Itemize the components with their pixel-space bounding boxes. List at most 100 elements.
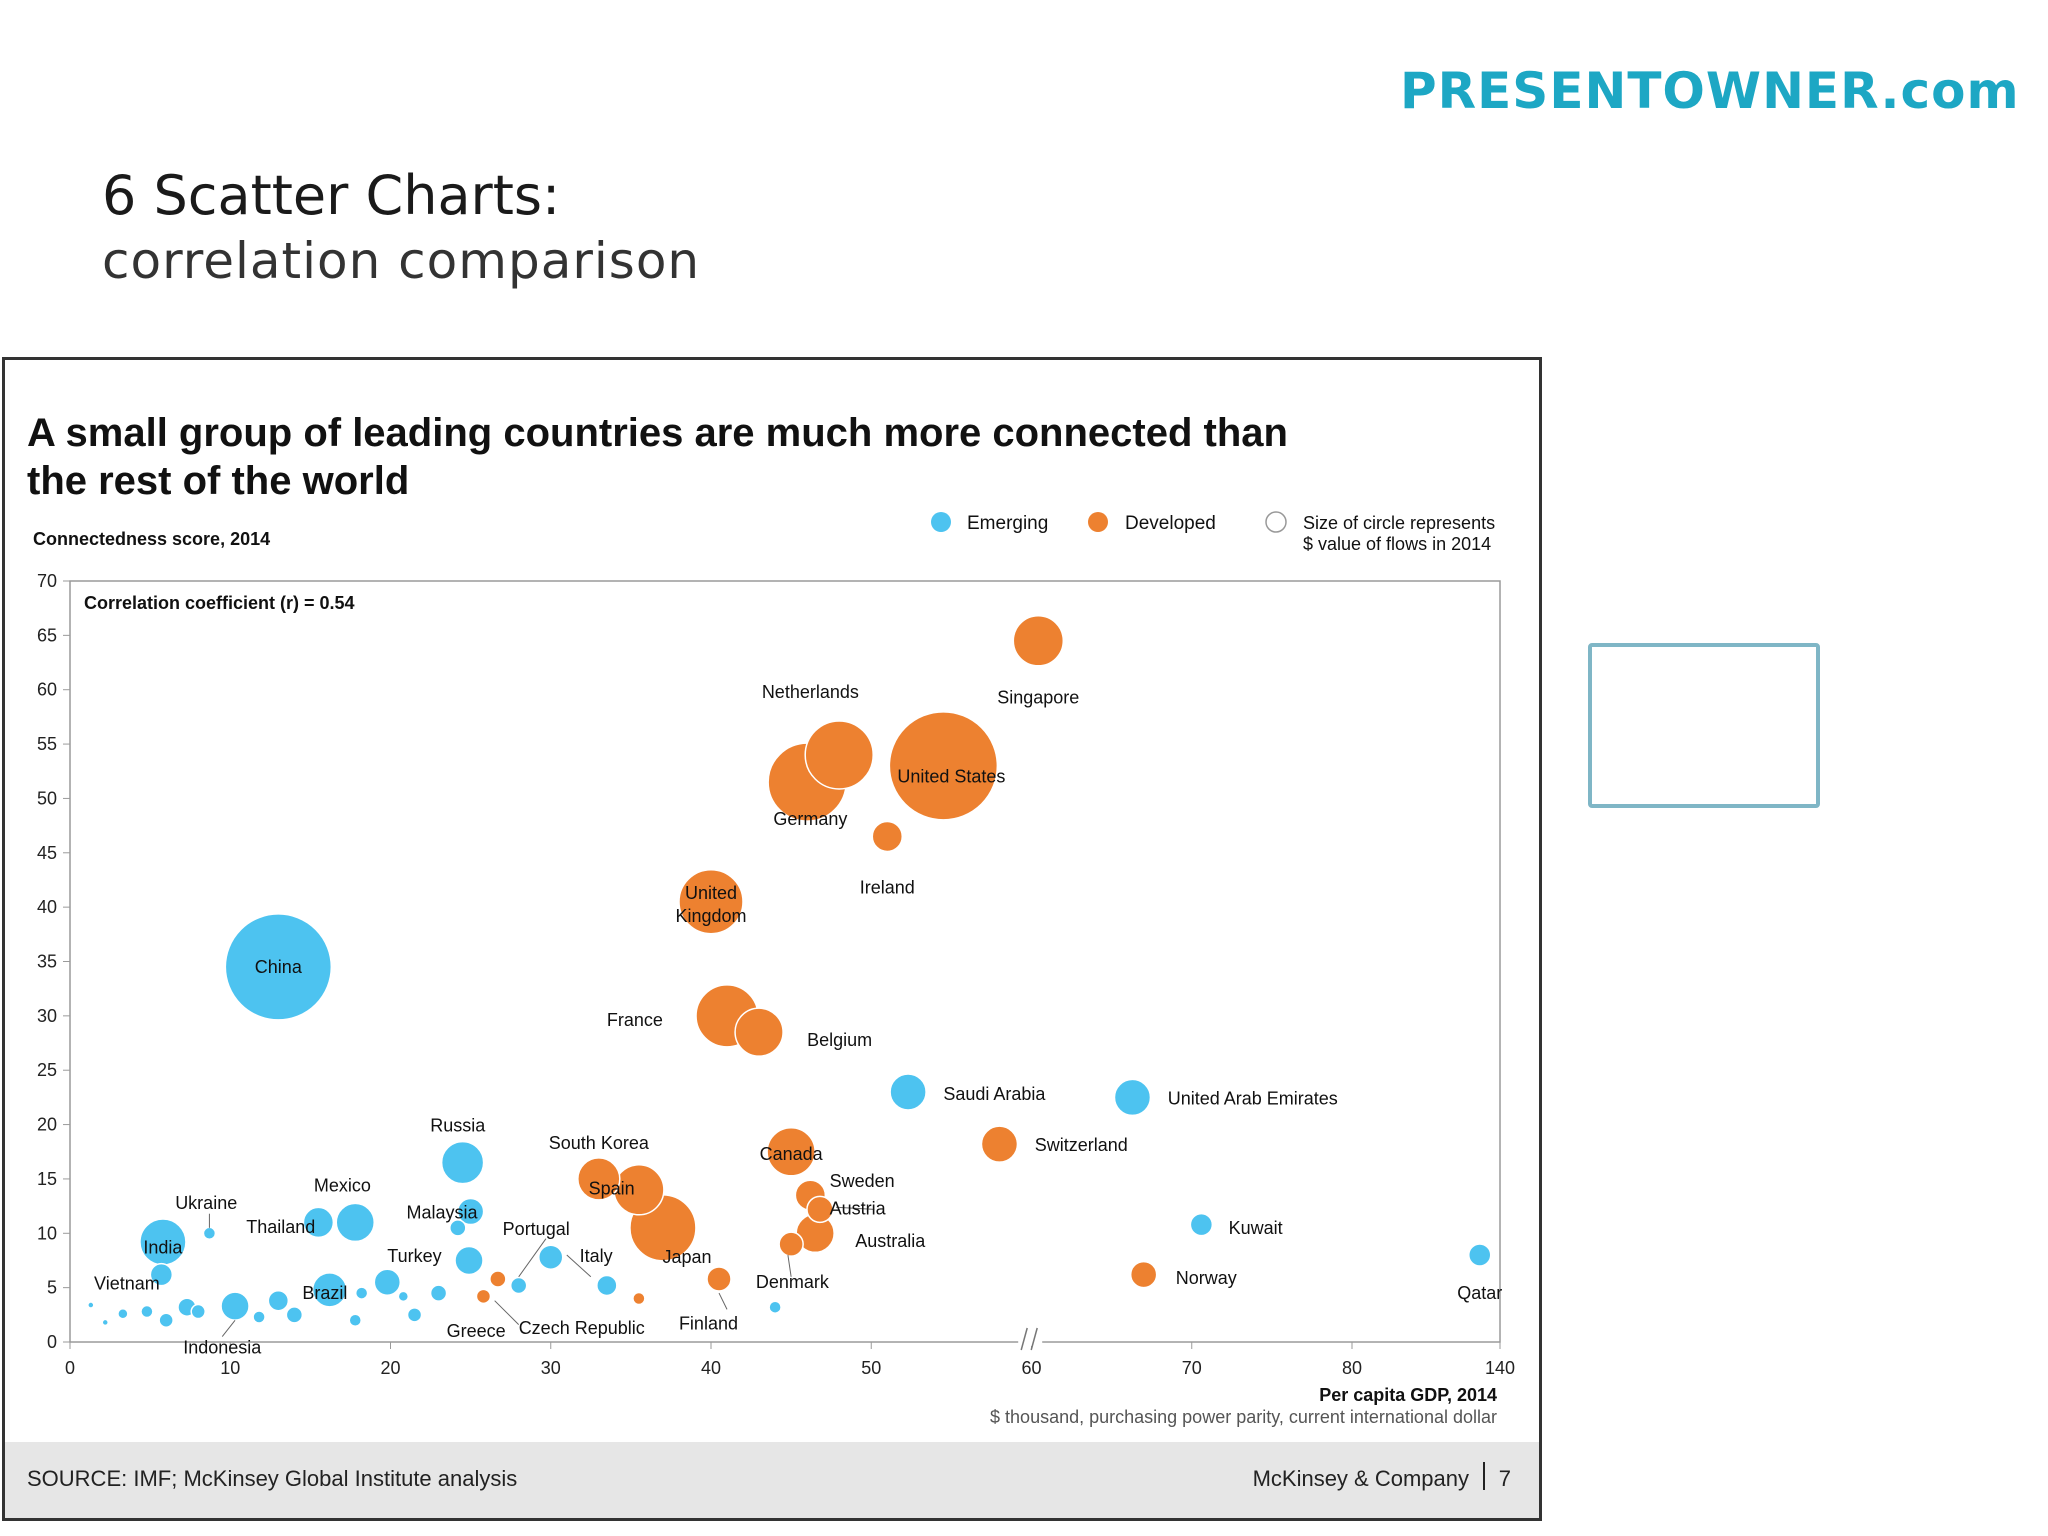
y-tick-label: 25 [37, 1060, 57, 1080]
y-tick-label: 35 [37, 952, 57, 972]
point-label: Netherlands [762, 682, 859, 702]
bubble-emerging [373, 1268, 402, 1296]
bubble-emerging [429, 1284, 448, 1302]
point-label: Italy [580, 1246, 613, 1266]
y-tick-label: 0 [47, 1332, 57, 1352]
x-tick-label: 60 [1021, 1358, 1041, 1378]
bubble-emerging [101, 1318, 110, 1327]
bubble-malaysia [456, 1197, 485, 1226]
point-label: China [255, 957, 303, 977]
point-label: Portugal [503, 1219, 570, 1239]
point-label: Saudi Arabia [943, 1084, 1046, 1104]
x-axis-label: Per capita GDP, 2014 [1319, 1385, 1497, 1405]
bubble-italy [632, 1291, 646, 1306]
bubble-ukraine [202, 1226, 217, 1241]
leader-line [566, 1254, 592, 1278]
point-label: Czech Republic [519, 1318, 645, 1338]
bubble-saudi-arabia [889, 1073, 927, 1111]
point-label: Ukraine [175, 1193, 237, 1213]
y-tick-label: 65 [37, 625, 57, 645]
x-tick-label: 40 [701, 1358, 721, 1378]
bubble-greece [475, 1288, 492, 1305]
leader-line [787, 1254, 792, 1277]
bubble-united-states [888, 711, 999, 821]
legend-developed-label: Developed [1125, 513, 1216, 534]
bubble-china [224, 913, 333, 1021]
bubble-portugal [489, 1270, 507, 1288]
leader-line [494, 1300, 520, 1325]
y-tick-label: 20 [37, 1115, 57, 1135]
y-axis-label: Connectedness score, 2014 [33, 529, 270, 549]
x-tick-label: 20 [380, 1358, 400, 1378]
legend-emerging-label: Emerging [967, 513, 1048, 534]
legend-size-line-1: Size of circle represents [1303, 513, 1495, 533]
correlation-annotation: Correlation coefficient (r) = 0.54 [84, 593, 355, 613]
page-number: 7 [1498, 1466, 1511, 1491]
bubble-switzerland [980, 1125, 1019, 1163]
x-tick-label: 80 [1342, 1358, 1362, 1378]
leader-line [518, 1238, 547, 1278]
company-name: McKinsey & Company [1252, 1466, 1469, 1491]
leader-line [221, 1319, 236, 1337]
y-tick-label: 50 [37, 788, 57, 808]
chart-title-line-1: A small group of leading countries are m… [27, 411, 1288, 455]
bubble-kuwait [1189, 1212, 1214, 1237]
x-tick-label: 140 [1485, 1358, 1515, 1378]
x-axis-sublabel: $ thousand, purchasing power parity, cur… [990, 1407, 1497, 1427]
bubble-emerging [285, 1306, 304, 1324]
point-label: France [607, 1010, 663, 1030]
brand-logo-text: PRESENTOWNER.com [1400, 62, 2020, 120]
bubble-brazil [311, 1272, 348, 1308]
bubble-emerging [190, 1303, 206, 1320]
bubble-emerging [117, 1307, 129, 1320]
point-label: Turkey [387, 1246, 441, 1266]
point-label: Malaysia [407, 1203, 479, 1223]
bubble-emerging [449, 1219, 467, 1237]
bubble-united-kingdom [678, 868, 744, 935]
point-label: Thailand [246, 1217, 315, 1237]
x-tick-label: 70 [1182, 1358, 1202, 1378]
point-label: India [143, 1237, 183, 1257]
y-tick-label: 45 [37, 843, 57, 863]
leader-line [718, 1292, 728, 1310]
scatter-chart: A small group of leading countries are m… [27, 411, 1515, 1427]
bubble-indonesia [220, 1291, 250, 1321]
point-label: Switzerland [1035, 1135, 1128, 1155]
legend-developed-swatch [1088, 512, 1108, 532]
y-tick-label: 70 [37, 571, 57, 591]
y-tick-label: 10 [37, 1223, 57, 1243]
point-label: Singapore [997, 687, 1079, 707]
point-label: Denmark [756, 1272, 830, 1292]
point-label: Norway [1176, 1268, 1237, 1288]
bubble-vietnam [149, 1262, 174, 1287]
point-label: Spain [589, 1179, 635, 1199]
page-subtitle: correlation comparison [102, 232, 701, 290]
chart-title-line-2: the rest of the world [27, 459, 409, 503]
point-label: Russia [430, 1116, 486, 1136]
bubble-emerging [538, 1244, 564, 1270]
point-label: Brazil [302, 1283, 347, 1303]
point-label: Qatar [1457, 1283, 1502, 1303]
bubble-austria [806, 1195, 834, 1224]
bubble-emerging [406, 1307, 423, 1323]
bubble-norway [1129, 1260, 1158, 1289]
placeholder-box [1588, 643, 1820, 808]
y-tick-label: 40 [37, 897, 57, 917]
point-label: Kuwait [1229, 1218, 1283, 1238]
y-tick-label: 5 [47, 1278, 57, 1298]
source-note: SOURCE: IMF; McKinsey Global Institute a… [27, 1466, 518, 1491]
bubble-thailand [302, 1206, 335, 1239]
point-label: United [685, 883, 737, 903]
footer-separator [1483, 1462, 1485, 1490]
bubble-ireland [871, 820, 904, 853]
bubble-emerging [509, 1276, 528, 1295]
legend-size-line-2: $ value of flows in 2014 [1303, 534, 1491, 554]
x-tick-label: 0 [65, 1358, 75, 1378]
point-label: United Arab Emirates [1168, 1088, 1338, 1108]
point-label: Canada [760, 1144, 824, 1164]
point-label: Germany [773, 809, 847, 829]
point-label: United States [897, 767, 1005, 787]
point-label: Belgium [807, 1030, 872, 1050]
bubble-turkey [454, 1245, 484, 1276]
x-tick-label: 10 [220, 1358, 240, 1378]
